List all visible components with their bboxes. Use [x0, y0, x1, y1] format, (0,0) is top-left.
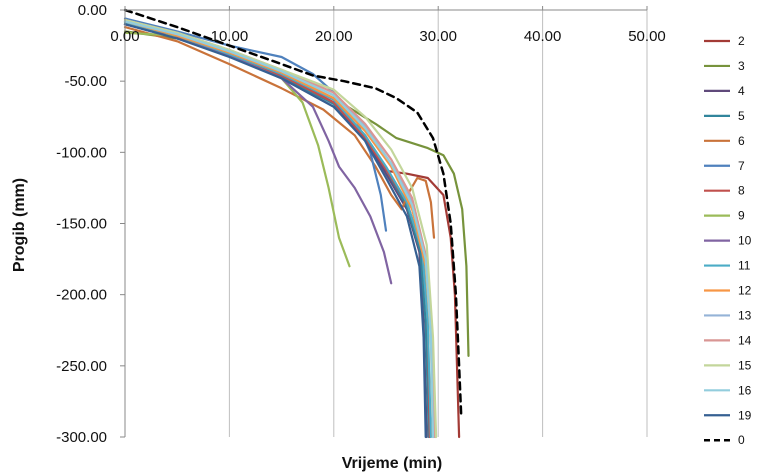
- legend-label-10: 10: [738, 234, 752, 248]
- legend-label-8: 8: [738, 184, 745, 198]
- legend-label-7: 7: [738, 159, 745, 173]
- grid-lines: [228, 10, 648, 437]
- x-tick-label: 30.00: [419, 28, 457, 45]
- series-line-15: [123, 18, 438, 439]
- y-tick-label: -200.00: [56, 287, 107, 304]
- series-line-19: [123, 23, 427, 439]
- x-tick-label: 40.00: [524, 28, 562, 45]
- y-tick-label: -150.00: [56, 216, 107, 233]
- x-axis-title: Vrijeme (min): [342, 455, 442, 472]
- y-tick-label: -300.00: [56, 429, 107, 446]
- x-tick-labels: 0.00 10.00 20.00 30.00 40.00 50.00: [110, 6, 666, 45]
- legend-label-11: 11: [738, 259, 751, 273]
- x-tick-label: 10.00: [211, 28, 249, 45]
- legend-label-2: 2: [738, 34, 745, 48]
- legend-label-0: 0: [738, 433, 745, 447]
- legend-label-3: 3: [738, 59, 745, 73]
- series-line-6: [123, 26, 436, 239]
- x-tick-label: 0.00: [110, 28, 139, 45]
- y-tick-label: -100.00: [56, 144, 107, 161]
- series-line-14: [123, 18, 437, 439]
- legend-label-4: 4: [738, 84, 745, 98]
- series-line-7: [123, 17, 388, 232]
- legend-label-16: 16: [738, 383, 752, 397]
- x-tick-label: 50.00: [628, 28, 666, 45]
- series-line-16: [123, 20, 435, 439]
- legend: 2 3 4 5 6 7 8 9 10 11 12 13 14 15 16 19 0: [704, 34, 752, 447]
- y-axis-title: Progib (mm): [11, 178, 28, 272]
- legend-label-5: 5: [738, 109, 745, 123]
- legend-label-12: 12: [738, 284, 752, 298]
- legend-label-13: 13: [738, 308, 752, 322]
- legend-label-19: 19: [738, 408, 752, 422]
- legend-label-9: 9: [738, 209, 745, 223]
- series-line-13: [123, 20, 436, 439]
- y-tick-label: -250.00: [56, 358, 107, 375]
- legend-label-15: 15: [738, 358, 752, 372]
- y-tick-label: -50.00: [64, 73, 107, 90]
- series-line-2: [123, 23, 461, 439]
- x-tick-label: 20.00: [315, 28, 353, 45]
- legend-label-14: 14: [738, 333, 752, 347]
- y-tick-labels: 0.00 -50.00 -100.00 -150.00 -200.00 -250.00 -3…: [56, 2, 125, 446]
- y-tick-label: 0.00: [78, 2, 107, 19]
- legend-label-6: 6: [738, 134, 745, 148]
- series-lines: [123, 8, 470, 439]
